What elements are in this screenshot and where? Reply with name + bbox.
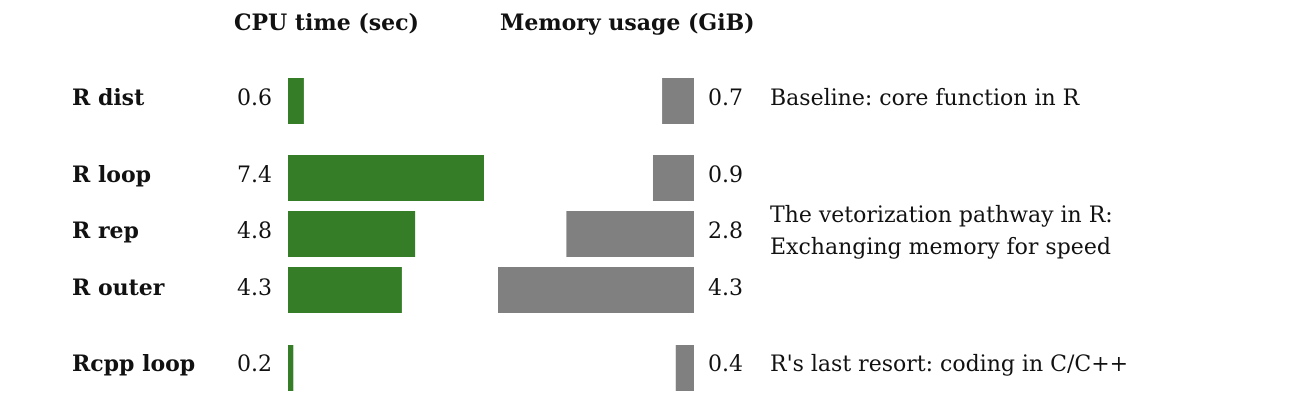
annotation-last-resort: R's last resort: coding in C/C++ — [770, 349, 1128, 381]
category-label-rcpp-loop: Rcpp loop — [72, 351, 196, 377]
memory-bar-r-dist — [662, 78, 694, 124]
memory-bar-r-rep — [566, 211, 694, 257]
annotation-line: Exchanging memory for speed — [770, 235, 1111, 260]
memory-value-label: 2.8 — [708, 219, 743, 244]
category-label-r-rep: R rep — [72, 218, 139, 244]
memory-bar-r-loop — [652, 155, 694, 201]
category-label-r-dist: R dist — [72, 85, 145, 111]
memory-value-label: 0.4 — [708, 352, 743, 377]
annotation-vectorization: The vetorization pathway in R: Exchangin… — [770, 200, 1113, 264]
memory-value-label: 0.7 — [708, 86, 743, 111]
cpu-bar-r-rep — [288, 211, 416, 257]
annotation-line: R's last resort: coding in C/C++ — [770, 352, 1129, 377]
cpu-value-label: 7.4 — [237, 163, 272, 188]
memory-bar-rcpp-loop — [675, 345, 694, 391]
cpu-value-label: 4.3 — [237, 276, 272, 301]
memory-bar-r-outer — [498, 267, 694, 313]
cpu-value-label: 4.8 — [237, 219, 272, 244]
memory-value-label: 0.9 — [708, 163, 743, 188]
cpu-bar-r-loop — [288, 155, 484, 201]
category-label-r-loop: R loop — [72, 162, 152, 188]
cpu-bar-rcpp-loop — [288, 345, 294, 391]
annotation-line: The vetorization pathway in R: — [770, 203, 1113, 228]
cpu-bar-r-dist — [288, 78, 304, 124]
cpu-value-label: 0.6 — [237, 86, 272, 111]
category-label-r-outer: R outer — [72, 275, 165, 301]
annotation-baseline: Baseline: core function in R — [770, 83, 1079, 115]
cpu-bar-r-outer — [288, 267, 402, 313]
memory-value-label: 4.3 — [708, 276, 743, 301]
cpu-panel-title: CPU time (sec) — [234, 10, 419, 36]
cpu-value-label: 0.2 — [237, 352, 272, 377]
memory-panel-title: Memory usage (GiB) — [500, 10, 755, 36]
annotation-line: Baseline: core function in R — [770, 86, 1080, 111]
